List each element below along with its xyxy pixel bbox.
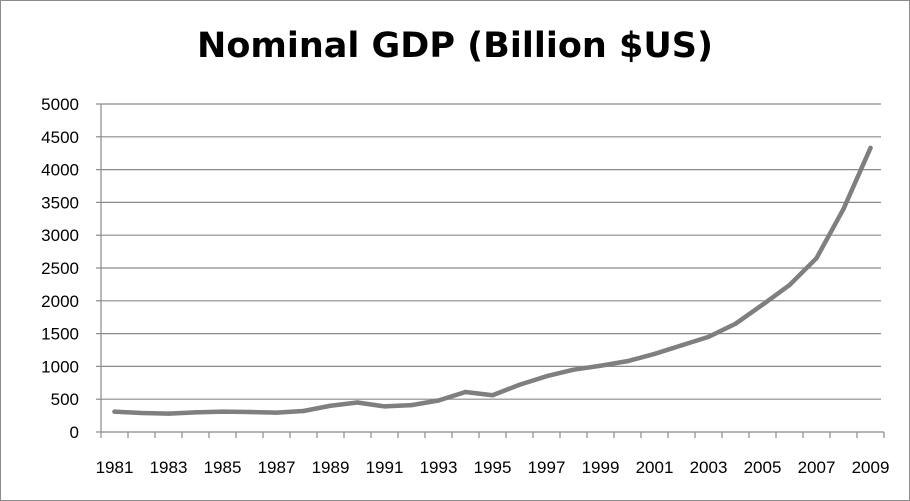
x-tick-label: 1999 [582, 458, 620, 477]
data-point-1993 [436, 398, 441, 403]
x-tick-label: 2007 [798, 458, 836, 477]
data-point-2009 [868, 145, 873, 151]
x-tick-label: 1989 [312, 458, 350, 477]
data-point-2004 [733, 321, 738, 326]
data-point-2002 [679, 343, 684, 348]
data-point-1992 [409, 402, 414, 408]
y-tick-label: 1500 [41, 325, 79, 344]
x-tick-label: 2003 [690, 458, 728, 477]
y-tick-label: 2500 [41, 259, 79, 278]
x-tick-label: 1995 [474, 458, 512, 477]
data-point-1984 [193, 410, 198, 415]
x-tick-label: 1985 [204, 458, 242, 477]
data-point-1983 [166, 411, 171, 416]
x-tick-label: 2005 [744, 458, 782, 477]
y-tick-label: 3500 [41, 193, 79, 212]
data-point-1986 [247, 409, 252, 415]
data-point-1998 [571, 367, 576, 372]
series-group [112, 145, 873, 416]
data-point-2001 [652, 351, 657, 357]
data-point-1990 [355, 400, 360, 405]
axes [96, 103, 885, 438]
data-point-1981 [112, 409, 117, 414]
x-tick-label: 1983 [150, 458, 188, 477]
data-point-1996 [517, 382, 522, 387]
y-tick-label: 4000 [41, 161, 79, 180]
data-point-1991 [382, 404, 387, 409]
data-point-1997 [544, 374, 549, 379]
x-tick-label: 1981 [96, 458, 134, 477]
data-point-1999 [598, 363, 603, 368]
chart-title: Nominal GDP (Billion $US) [197, 26, 713, 66]
y-axis-tick-labels: 0 500 1000 1500 2000 2500 3000 3500 4000 4500 5000 [41, 95, 79, 442]
y-tick-label: 500 [51, 390, 79, 409]
data-point-1995 [490, 393, 495, 398]
data-point-2000 [625, 358, 630, 364]
x-tick-label: 1991 [366, 458, 404, 477]
data-point-2008 [841, 206, 846, 212]
data-point-1987 [274, 410, 279, 415]
y-tick-label: 0 [70, 423, 79, 442]
x-tick-label: 1987 [258, 458, 296, 477]
series-line-0 [112, 145, 873, 416]
y-tick-label: 4500 [41, 128, 79, 147]
x-tick-label: 2009 [852, 458, 890, 477]
gridlines [101, 103, 881, 400]
data-point-1989 [328, 403, 333, 408]
x-tick-label: 1993 [420, 458, 458, 477]
data-point-1985 [220, 409, 225, 414]
y-tick-label: 5000 [41, 95, 79, 114]
data-point-1982 [139, 410, 144, 416]
y-tick-label: 1000 [41, 357, 79, 376]
data-point-2006 [787, 282, 792, 288]
x-axis-tick-labels: 1981 1983 1985 1987 1989 1991 1993 1995 1997 1999… [96, 458, 890, 477]
data-point-1988 [301, 408, 306, 414]
y-tick-label: 2000 [41, 292, 79, 311]
data-point-2005 [760, 302, 765, 307]
y-tick-label: 3000 [41, 226, 79, 245]
data-point-2003 [706, 334, 711, 340]
x-tick-label: 2001 [636, 458, 674, 477]
x-tick-label: 1997 [528, 458, 566, 477]
data-point-2007 [814, 255, 819, 261]
data-point-1994 [463, 389, 468, 395]
